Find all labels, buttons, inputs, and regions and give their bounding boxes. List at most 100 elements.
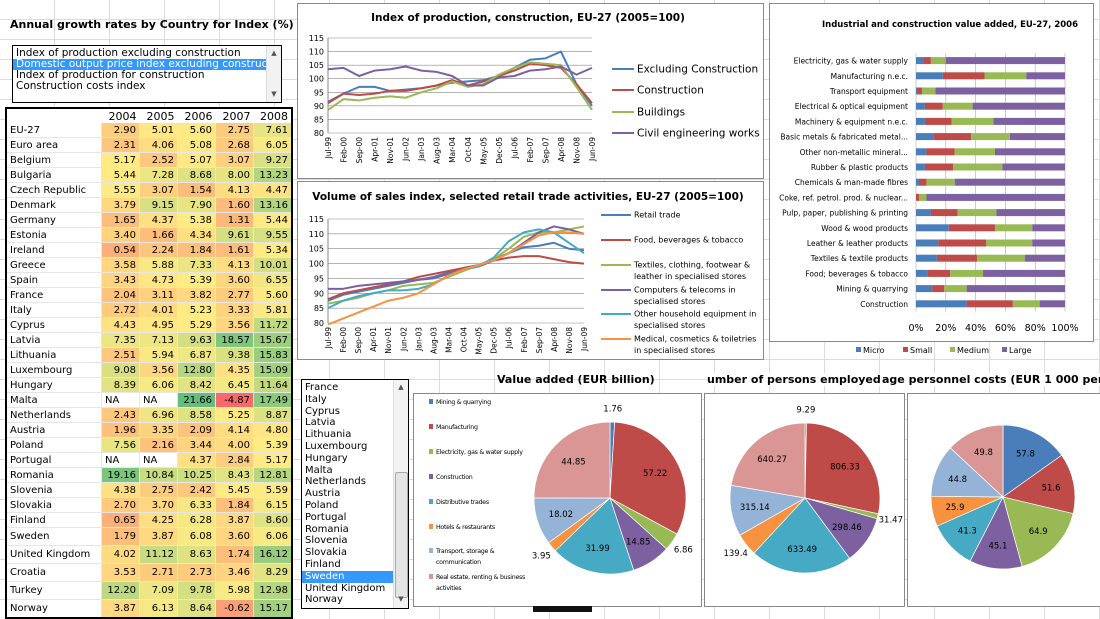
- growth-value-cell[interactable]: 2.77: [215, 287, 254, 303]
- growth-value-cell[interactable]: 6.87: [177, 347, 216, 363]
- country-option[interactable]: Hungary: [305, 452, 348, 464]
- growth-value-cell[interactable]: 4.80: [253, 422, 293, 438]
- growth-value-cell[interactable]: 2.51: [101, 347, 140, 363]
- country-option[interactable]: Romania: [305, 523, 349, 535]
- growth-value-cell[interactable]: 11.64: [253, 377, 293, 393]
- growth-value-cell[interactable]: NA: [101, 392, 140, 408]
- growth-value-cell[interactable]: 5.39: [253, 437, 293, 453]
- country-option[interactable]: Slovenia: [305, 535, 348, 547]
- growth-value-cell[interactable]: 6.33: [177, 497, 216, 513]
- growth-value-cell[interactable]: 7.09: [139, 581, 178, 600]
- growth-value-cell[interactable]: 5.34: [253, 242, 293, 258]
- growth-value-cell[interactable]: 1.74: [215, 545, 254, 564]
- growth-value-cell[interactable]: 2.42: [177, 482, 216, 498]
- scroll-down-icon[interactable]: ▼: [271, 90, 277, 98]
- growth-value-cell[interactable]: 12.81: [253, 467, 293, 483]
- growth-value-cell[interactable]: 2.84: [215, 452, 254, 468]
- growth-value-cell[interactable]: 5.17: [101, 152, 140, 168]
- country-option[interactable]: Cyprus: [305, 405, 340, 417]
- growth-value-cell[interactable]: 5.07: [177, 152, 216, 168]
- growth-value-cell[interactable]: 8.39: [101, 377, 140, 393]
- growth-value-cell[interactable]: 5.44: [101, 167, 140, 183]
- growth-value-cell[interactable]: 3.82: [177, 287, 216, 303]
- scrollbar-thumb[interactable]: [395, 472, 408, 598]
- growth-value-cell[interactable]: 13.23: [253, 167, 293, 183]
- country-option[interactable]: Latvia: [305, 417, 336, 429]
- growth-value-cell[interactable]: 4.06: [139, 137, 178, 153]
- growth-value-cell[interactable]: 5.01: [139, 123, 178, 138]
- country-option[interactable]: Finland: [305, 558, 341, 570]
- growth-value-cell[interactable]: 8.68: [177, 167, 216, 183]
- growth-value-cell[interactable]: 5.60: [177, 123, 216, 138]
- growth-value-cell[interactable]: 6.45: [215, 377, 254, 393]
- growth-value-cell[interactable]: 3.46: [215, 563, 254, 582]
- growth-value-cell[interactable]: 9.63: [177, 332, 216, 348]
- growth-value-cell[interactable]: 3.70: [139, 497, 178, 513]
- growth-value-cell[interactable]: 6.05: [253, 137, 293, 153]
- growth-value-cell[interactable]: 1.31: [215, 212, 254, 228]
- growth-value-cell[interactable]: 3.60: [215, 527, 254, 546]
- scroll-up-icon[interactable]: ▲: [398, 383, 404, 391]
- growth-value-cell[interactable]: 1.65: [101, 212, 140, 228]
- growth-value-cell[interactable]: 3.07: [215, 152, 254, 168]
- growth-value-cell[interactable]: 8.87: [253, 407, 293, 423]
- country-option[interactable]: Lithuania: [305, 429, 352, 441]
- growth-value-cell[interactable]: 2.72: [101, 302, 140, 318]
- scroll-down-icon[interactable]: ▼: [398, 595, 404, 604]
- country-option[interactable]: Poland: [305, 499, 339, 511]
- country-listbox-scrollbar[interactable]: ▲ ▼: [393, 380, 408, 608]
- growth-value-cell[interactable]: 2.24: [139, 242, 178, 258]
- growth-value-cell[interactable]: 1.96: [101, 422, 140, 438]
- growth-value-cell[interactable]: 3.60: [215, 272, 254, 288]
- growth-value-cell[interactable]: 3.44: [177, 437, 216, 453]
- growth-value-cell[interactable]: 8.29: [253, 563, 293, 582]
- growth-value-cell[interactable]: 1.66: [139, 227, 178, 243]
- growth-value-cell[interactable]: 5.23: [177, 302, 216, 318]
- growth-value-cell[interactable]: 4.37: [139, 212, 178, 228]
- index-selector-listbox[interactable]: Index of production excluding constructi…: [12, 45, 282, 103]
- country-selector-listbox[interactable]: France Italy Cyprus Latvia Lithuania Luxembou…: [301, 379, 409, 609]
- growth-value-cell[interactable]: 5.08: [177, 137, 216, 153]
- growth-value-cell[interactable]: -4.87: [215, 392, 254, 408]
- growth-value-cell[interactable]: 3.11: [139, 287, 178, 303]
- growth-value-cell[interactable]: 9.55: [253, 227, 293, 243]
- growth-value-cell[interactable]: 2.16: [139, 437, 178, 453]
- growth-value-cell[interactable]: 9.27: [253, 152, 293, 168]
- index-option[interactable]: Index of production for construction: [16, 69, 205, 81]
- growth-value-cell[interactable]: 0.54: [101, 242, 140, 258]
- growth-value-cell[interactable]: 21.66: [177, 392, 216, 408]
- growth-value-cell[interactable]: 10.84: [139, 467, 178, 483]
- growth-value-cell[interactable]: 2.73: [177, 563, 216, 582]
- growth-value-cell[interactable]: 5.88: [139, 257, 178, 273]
- growth-value-cell[interactable]: 5.29: [177, 317, 216, 333]
- growth-value-cell[interactable]: 17.49: [253, 392, 293, 408]
- growth-value-cell[interactable]: 7.61: [253, 123, 293, 138]
- country-option[interactable]: Portugal: [305, 511, 347, 523]
- growth-value-cell[interactable]: 19.16: [101, 467, 140, 483]
- growth-value-cell[interactable]: 3.33: [215, 302, 254, 318]
- growth-value-cell[interactable]: 2.71: [139, 563, 178, 582]
- growth-value-cell[interactable]: 7.33: [177, 257, 216, 273]
- growth-value-cell[interactable]: 2.90: [101, 123, 140, 138]
- growth-value-cell[interactable]: 12.80: [177, 362, 216, 378]
- growth-value-cell[interactable]: 6.55: [253, 272, 293, 288]
- growth-value-cell[interactable]: 4.02: [101, 545, 140, 564]
- growth-value-cell[interactable]: 9.78: [177, 581, 216, 600]
- growth-value-cell[interactable]: 4.73: [139, 272, 178, 288]
- growth-value-cell[interactable]: 5.44: [253, 212, 293, 228]
- growth-value-cell[interactable]: 6.06: [253, 527, 293, 546]
- growth-value-cell[interactable]: 4.35: [215, 362, 254, 378]
- growth-value-cell[interactable]: 6.08: [177, 527, 216, 546]
- growth-value-cell[interactable]: 4.47: [253, 182, 293, 198]
- growth-value-cell[interactable]: 15.83: [253, 347, 293, 363]
- growth-value-cell[interactable]: 7.35: [101, 332, 140, 348]
- growth-value-cell[interactable]: 9.15: [139, 197, 178, 213]
- growth-value-cell[interactable]: 4.43: [101, 317, 140, 333]
- growth-value-cell[interactable]: 6.96: [139, 407, 178, 423]
- growth-value-cell[interactable]: 3.79: [101, 197, 140, 213]
- index-option[interactable]: Domestic output price index excluding co…: [13, 59, 281, 70]
- growth-value-cell[interactable]: 4.14: [215, 422, 254, 438]
- growth-value-cell[interactable]: NA: [101, 452, 140, 468]
- growth-value-cell[interactable]: 5.94: [139, 347, 178, 363]
- growth-value-cell[interactable]: 7.13: [139, 332, 178, 348]
